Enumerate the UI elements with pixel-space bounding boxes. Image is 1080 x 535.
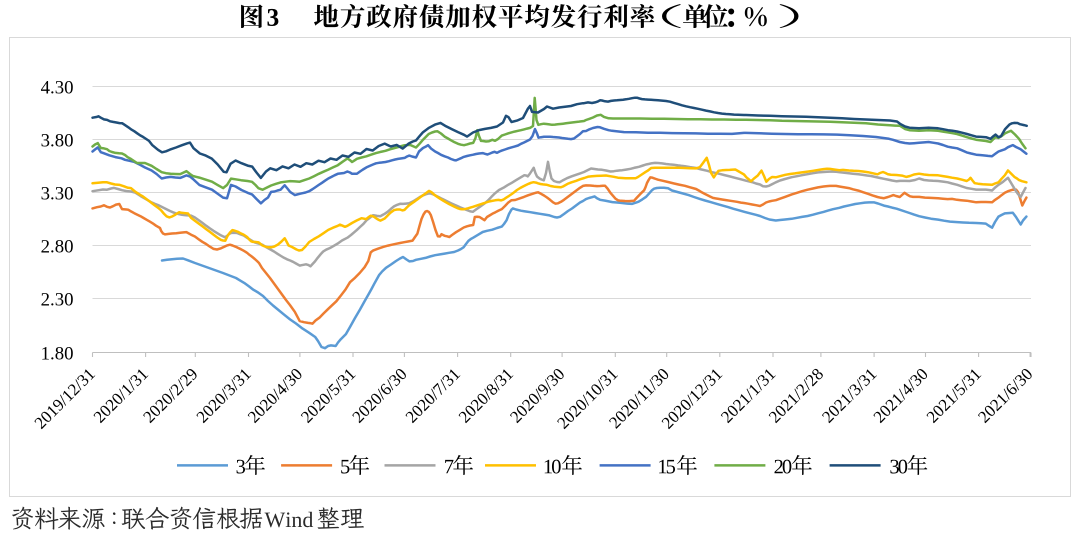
svg-text:2.80: 2.80	[41, 237, 74, 258]
svg-text:4.30: 4.30	[41, 78, 74, 99]
svg-text:2.30: 2.30	[41, 290, 74, 311]
svg-text:3.30: 3.30	[41, 184, 74, 205]
svg-text:3.80: 3.80	[41, 131, 74, 152]
svg-text:1.80: 1.80	[41, 344, 74, 365]
